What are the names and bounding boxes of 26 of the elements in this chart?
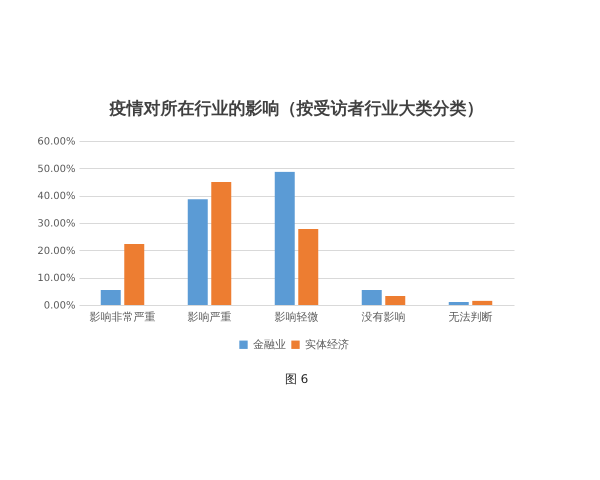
caption: 图 6: [284, 372, 308, 386]
y-tick-label: 50.00%: [37, 164, 76, 175]
bar: [362, 290, 382, 305]
x-tick-label: 影响轻微: [274, 310, 318, 324]
x-tick-label: 影响非常严重: [90, 310, 156, 324]
bar: [211, 182, 232, 305]
bar: [448, 302, 469, 305]
legend-label: 实体经济: [305, 338, 349, 351]
legend-label: 金融业: [253, 338, 286, 351]
y-tick-label: 30.00%: [37, 218, 76, 230]
y-tick-label: 0.00%: [44, 300, 76, 312]
bar: [298, 229, 318, 305]
bar: [274, 172, 295, 305]
bar: [385, 296, 406, 305]
x-tick-label: 无法判断: [448, 310, 492, 324]
y-tick-label: 20.00%: [37, 246, 76, 257]
y-tick-label: 40.00%: [37, 191, 76, 202]
bar: [124, 244, 144, 305]
x-tick-label: 没有影响: [362, 310, 406, 324]
bar: [100, 290, 121, 305]
x-tick-label: 影响严重: [188, 310, 232, 324]
bar: [472, 300, 492, 305]
y-tick-label: 10.00%: [37, 273, 76, 284]
bar: [188, 199, 208, 305]
chart-title: 疫情对所在行业的影响（按受访者行业大类分类）: [108, 99, 484, 119]
y-tick-label: 60.00%: [37, 136, 76, 148]
